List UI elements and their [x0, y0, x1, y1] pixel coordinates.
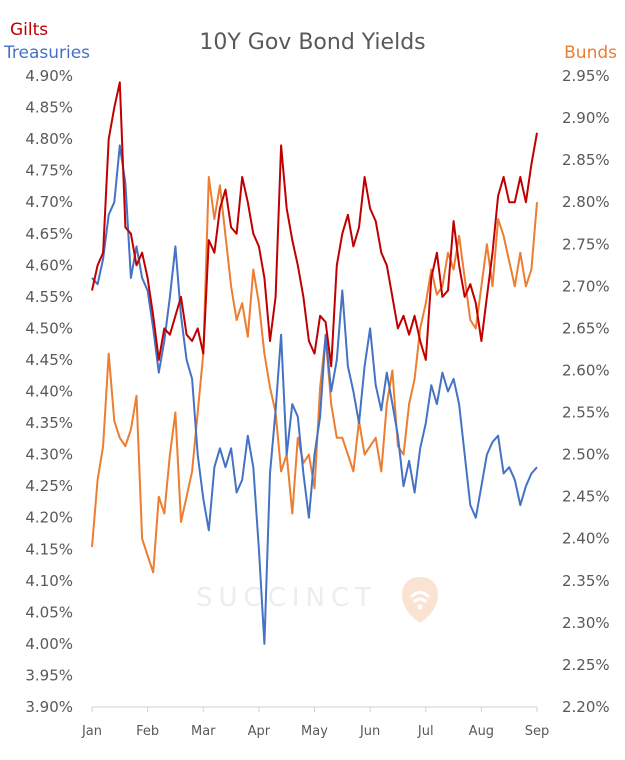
x-tick-label: Aug	[469, 724, 494, 739]
legend-gilts: Gilts	[10, 20, 49, 40]
left-tick-label: 4.50%	[25, 319, 73, 337]
left-tick-label: 3.95%	[25, 666, 73, 684]
left-tick-label: 4.70%	[25, 193, 73, 211]
series-line-treasuries	[91, 144, 538, 645]
right-tick-label: 2.95%	[562, 67, 610, 85]
wifi-shield-icon	[402, 577, 438, 623]
left-tick-label: 4.10%	[25, 572, 73, 590]
left-tick-label: 4.75%	[25, 162, 73, 180]
left-tick-label: 4.30%	[25, 446, 73, 464]
left-tick-label: 4.20%	[25, 509, 73, 527]
left-tick-label: 4.45%	[25, 351, 73, 369]
right-tick-label: 2.80%	[562, 193, 610, 211]
x-tick-label: Mar	[191, 724, 216, 739]
left-axis: 4.90% 4.85% 4.80% 4.75% 4.70% 4.65% 4.60% 4.55%…	[25, 67, 73, 716]
left-tick-label: 4.60%	[25, 256, 73, 274]
left-tick-label: 4.00%	[25, 635, 73, 653]
right-tick-label: 2.90%	[562, 109, 610, 127]
chart-title: 10Y Gov Bond Yields	[199, 30, 426, 55]
left-tick-label: 4.80%	[25, 130, 73, 148]
left-tick-label: 3.90%	[25, 698, 73, 716]
x-axis: Jan Feb Mar Apr May Jun Jul Aug Sep	[81, 707, 549, 739]
left-tick-label: 4.40%	[25, 383, 73, 401]
x-tick-label: May	[301, 724, 328, 739]
right-tick-label: 2.70%	[562, 277, 610, 295]
right-tick-label: 2.60%	[562, 361, 610, 379]
left-tick-label: 4.55%	[25, 288, 73, 306]
right-tick-label: 2.45%	[562, 488, 610, 506]
series-lines	[91, 81, 538, 645]
right-tick-label: 2.50%	[562, 446, 610, 464]
left-tick-label: 4.65%	[25, 225, 73, 243]
series-line-gilts	[91, 81, 538, 368]
left-tick-label: 4.15%	[25, 540, 73, 558]
right-tick-label: 2.65%	[562, 319, 610, 337]
legend-bunds: Bunds	[564, 43, 617, 63]
x-tick-label: Sep	[525, 724, 550, 739]
x-tick-label: Jun	[359, 724, 380, 739]
watermark-text: SUCCINCT	[196, 583, 377, 613]
right-axis: 2.95% 2.90% 2.85% 2.80% 2.75% 2.70% 2.65% 2.60%…	[562, 67, 610, 716]
legend-treasuries: Treasuries	[4, 43, 91, 63]
right-tick-label: 2.55%	[562, 404, 610, 422]
left-tick-label: 4.35%	[25, 414, 73, 432]
x-tick-label: Jul	[417, 724, 434, 739]
right-tick-label: 2.20%	[562, 698, 610, 716]
left-tick-label: 4.85%	[25, 99, 73, 117]
x-tick-label: Jan	[81, 724, 102, 739]
right-tick-label: 2.40%	[562, 530, 610, 548]
left-tick-label: 4.90%	[25, 67, 73, 85]
x-tick-label: Apr	[248, 724, 271, 739]
right-tick-label: 2.35%	[562, 572, 610, 590]
right-tick-label: 2.85%	[562, 151, 610, 169]
right-tick-label: 2.30%	[562, 614, 610, 632]
right-tick-label: 2.75%	[562, 235, 610, 253]
series-line-bunds	[91, 176, 538, 574]
x-tick-label: Feb	[136, 724, 159, 739]
left-tick-label: 4.25%	[25, 477, 73, 495]
left-tick-label: 4.05%	[25, 603, 73, 621]
right-tick-label: 2.25%	[562, 656, 610, 674]
